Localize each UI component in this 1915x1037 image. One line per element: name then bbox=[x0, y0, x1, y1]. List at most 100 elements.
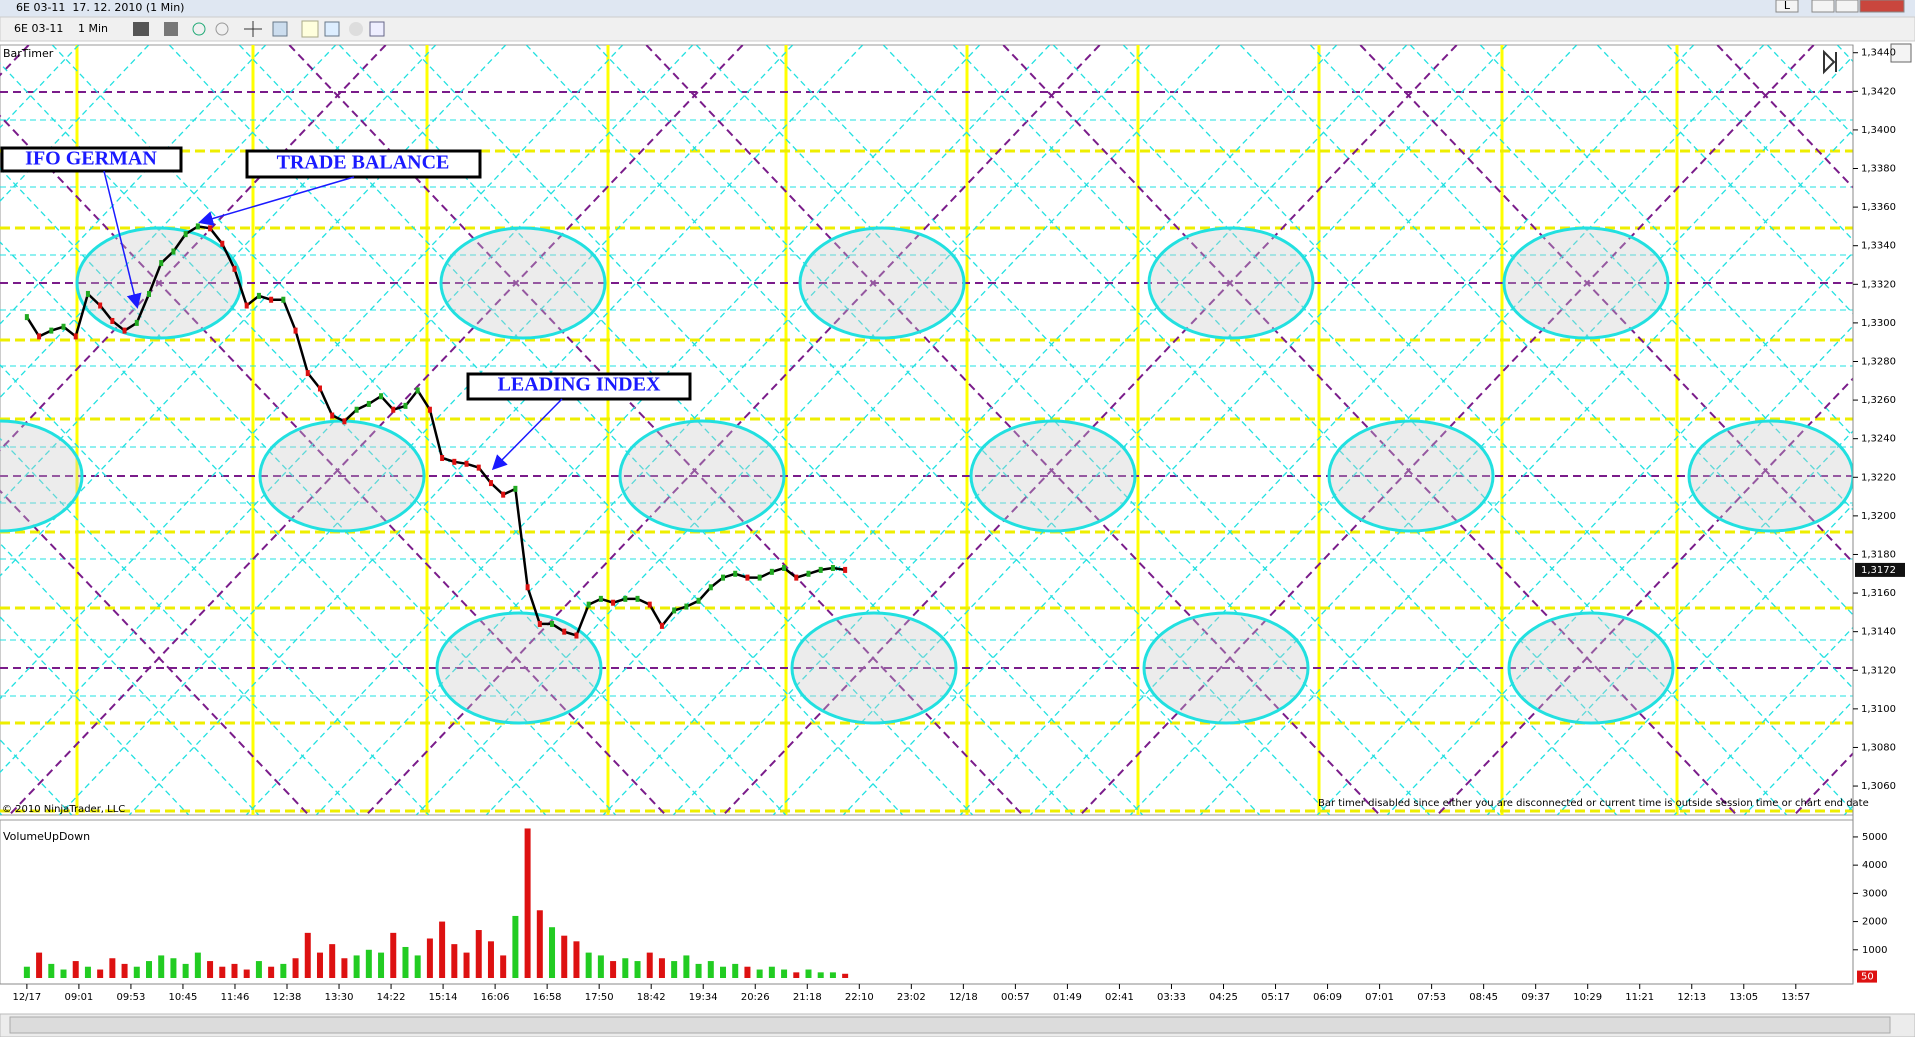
price-bar bbox=[562, 628, 567, 635]
annotation: TRADE BALANCE bbox=[277, 152, 450, 174]
x-tick-label: 09:53 bbox=[117, 992, 146, 1003]
volume-bar bbox=[243, 969, 250, 978]
volume-bar bbox=[439, 921, 446, 978]
snapshot-icon[interactable] bbox=[349, 22, 363, 36]
price-bar bbox=[232, 265, 237, 272]
price-bar bbox=[464, 460, 469, 467]
x-tick-label: 08:45 bbox=[1469, 992, 1498, 1003]
window-button-label[interactable]: L bbox=[1784, 0, 1791, 12]
price-bar bbox=[354, 406, 359, 413]
price-bar bbox=[647, 601, 652, 608]
properties-icon[interactable] bbox=[272, 21, 288, 37]
price-bar bbox=[330, 412, 335, 419]
diagonal-line bbox=[0, 45, 507, 577]
x-tick-label: 10:45 bbox=[169, 992, 198, 1003]
x-tick-label: 09:01 bbox=[64, 992, 93, 1003]
scale-menu[interactable] bbox=[1890, 43, 1912, 63]
instrument-selector[interactable]: 6E 03-11 bbox=[14, 22, 63, 35]
price-bar bbox=[293, 327, 298, 334]
diagonal-line bbox=[8, 45, 744, 815]
volume-bar bbox=[23, 966, 30, 978]
x-tick-label: 18:42 bbox=[637, 992, 666, 1003]
volume-bar bbox=[842, 973, 849, 978]
price-bar bbox=[24, 314, 29, 321]
last-price-label: 1,3172 bbox=[1861, 565, 1896, 576]
y-tick-label: 1,3140 bbox=[1861, 627, 1896, 638]
x-tick-label: 04:25 bbox=[1209, 992, 1238, 1003]
diagonal-line bbox=[0, 241, 547, 815]
y-tick-label: 1,3280 bbox=[1861, 356, 1896, 367]
indicator-label: BarTimer bbox=[3, 47, 54, 60]
price-bar bbox=[745, 574, 750, 581]
x-tick-label: 03:33 bbox=[1157, 992, 1186, 1003]
diagonal-line bbox=[0, 45, 694, 774]
price-bar bbox=[684, 603, 689, 610]
price-bar bbox=[73, 333, 78, 340]
volume-bar bbox=[109, 958, 116, 978]
minimize-button[interactable] bbox=[1811, 0, 1835, 13]
ellipse-drawing bbox=[1687, 419, 1853, 533]
price-bar bbox=[171, 248, 176, 255]
diagonal-line bbox=[1079, 45, 1815, 815]
price-bar bbox=[574, 632, 579, 639]
volume-bar bbox=[316, 952, 323, 978]
toolbar-icons bbox=[133, 20, 385, 38]
price-bar bbox=[49, 327, 54, 334]
data-box-icon[interactable] bbox=[369, 21, 385, 37]
volume-bar bbox=[793, 972, 800, 978]
crosshair-icon[interactable] bbox=[244, 21, 262, 37]
bar-type-icon[interactable] bbox=[133, 22, 149, 36]
x-tick-label: 01:49 bbox=[1053, 992, 1082, 1003]
volume-bar bbox=[390, 932, 397, 978]
volume-bar bbox=[744, 966, 751, 978]
diagonal-line bbox=[315, 45, 1051, 815]
volume-tick-label: 4000 bbox=[1862, 860, 1887, 871]
zoom-out-icon[interactable] bbox=[215, 22, 229, 36]
volume-tick-label: 2000 bbox=[1862, 917, 1887, 928]
x-tick-label: 21:18 bbox=[793, 992, 822, 1003]
x-tick-label: 05:17 bbox=[1261, 992, 1290, 1003]
indicator-icon[interactable] bbox=[301, 20, 319, 38]
volume-bar bbox=[500, 955, 507, 978]
diagonal-line bbox=[1309, 45, 1853, 616]
volume-bar bbox=[463, 952, 470, 978]
price-bar bbox=[440, 454, 445, 461]
ellipse-drawing bbox=[969, 419, 1137, 533]
diagonal-line bbox=[1843, 804, 1853, 815]
price-bar bbox=[757, 574, 762, 581]
diagonal-line bbox=[408, 45, 1144, 815]
zoom-in-icon[interactable] bbox=[192, 22, 206, 36]
price-bar bbox=[379, 393, 384, 400]
price-bar bbox=[183, 231, 188, 238]
volume-tick-label: 3000 bbox=[1862, 888, 1887, 899]
window-button[interactable] bbox=[1775, 0, 1799, 13]
price-bar bbox=[61, 323, 66, 330]
y-tick-label: 1,3200 bbox=[1861, 511, 1896, 522]
diagonal-line bbox=[1052, 45, 1788, 815]
volume-bar bbox=[646, 952, 653, 978]
volume-bar bbox=[768, 966, 775, 978]
price-bar bbox=[37, 333, 42, 340]
volume-bar bbox=[451, 944, 458, 978]
diagonal-line bbox=[485, 45, 1221, 815]
volume-bar bbox=[402, 946, 409, 978]
diagonal-line bbox=[58, 45, 794, 815]
y-tick-label: 1,3440 bbox=[1861, 48, 1896, 59]
annotation: IFO GERMAN bbox=[25, 148, 157, 170]
x-tick-label: 13:57 bbox=[1781, 992, 1810, 1003]
price-bar bbox=[476, 464, 481, 471]
diagonal-line bbox=[245, 45, 981, 815]
scrollbar-thumb[interactable] bbox=[9, 1016, 1891, 1034]
volume-bar bbox=[292, 958, 299, 978]
diagonal-line bbox=[338, 45, 1074, 815]
price-bar bbox=[85, 290, 90, 297]
close-button[interactable] bbox=[1859, 0, 1905, 13]
draw-icon[interactable] bbox=[164, 22, 178, 36]
volume-bar bbox=[805, 969, 812, 978]
scroll-end-icon[interactable] bbox=[1823, 49, 1837, 75]
price-bar bbox=[220, 240, 225, 247]
maximize-button[interactable] bbox=[1835, 0, 1859, 13]
strategy-icon[interactable] bbox=[324, 21, 340, 37]
interval-selector[interactable]: 1 Min bbox=[78, 22, 108, 35]
status-text: Bar timer disabled since either you are … bbox=[1318, 798, 1869, 809]
